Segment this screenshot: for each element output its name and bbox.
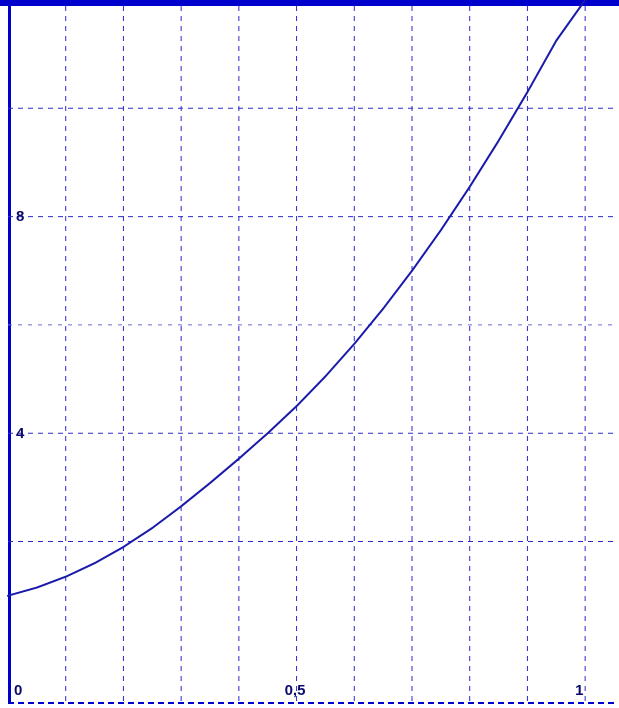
x-tick-label: 0 xyxy=(14,682,22,699)
x-tick-label: 0,5 xyxy=(285,682,306,699)
y-tick-label: 8 xyxy=(16,208,24,225)
grid-layer xyxy=(0,0,619,708)
frame-bottom xyxy=(8,702,614,704)
frame-left xyxy=(8,0,11,704)
frame-top xyxy=(0,0,619,6)
series-layer xyxy=(0,0,619,708)
x-tick-label: 1 xyxy=(575,682,583,699)
line-chart: 0 0,5 1 4 8 xyxy=(0,0,619,708)
y-tick-label: 4 xyxy=(16,425,24,442)
series-curve xyxy=(8,0,602,596)
